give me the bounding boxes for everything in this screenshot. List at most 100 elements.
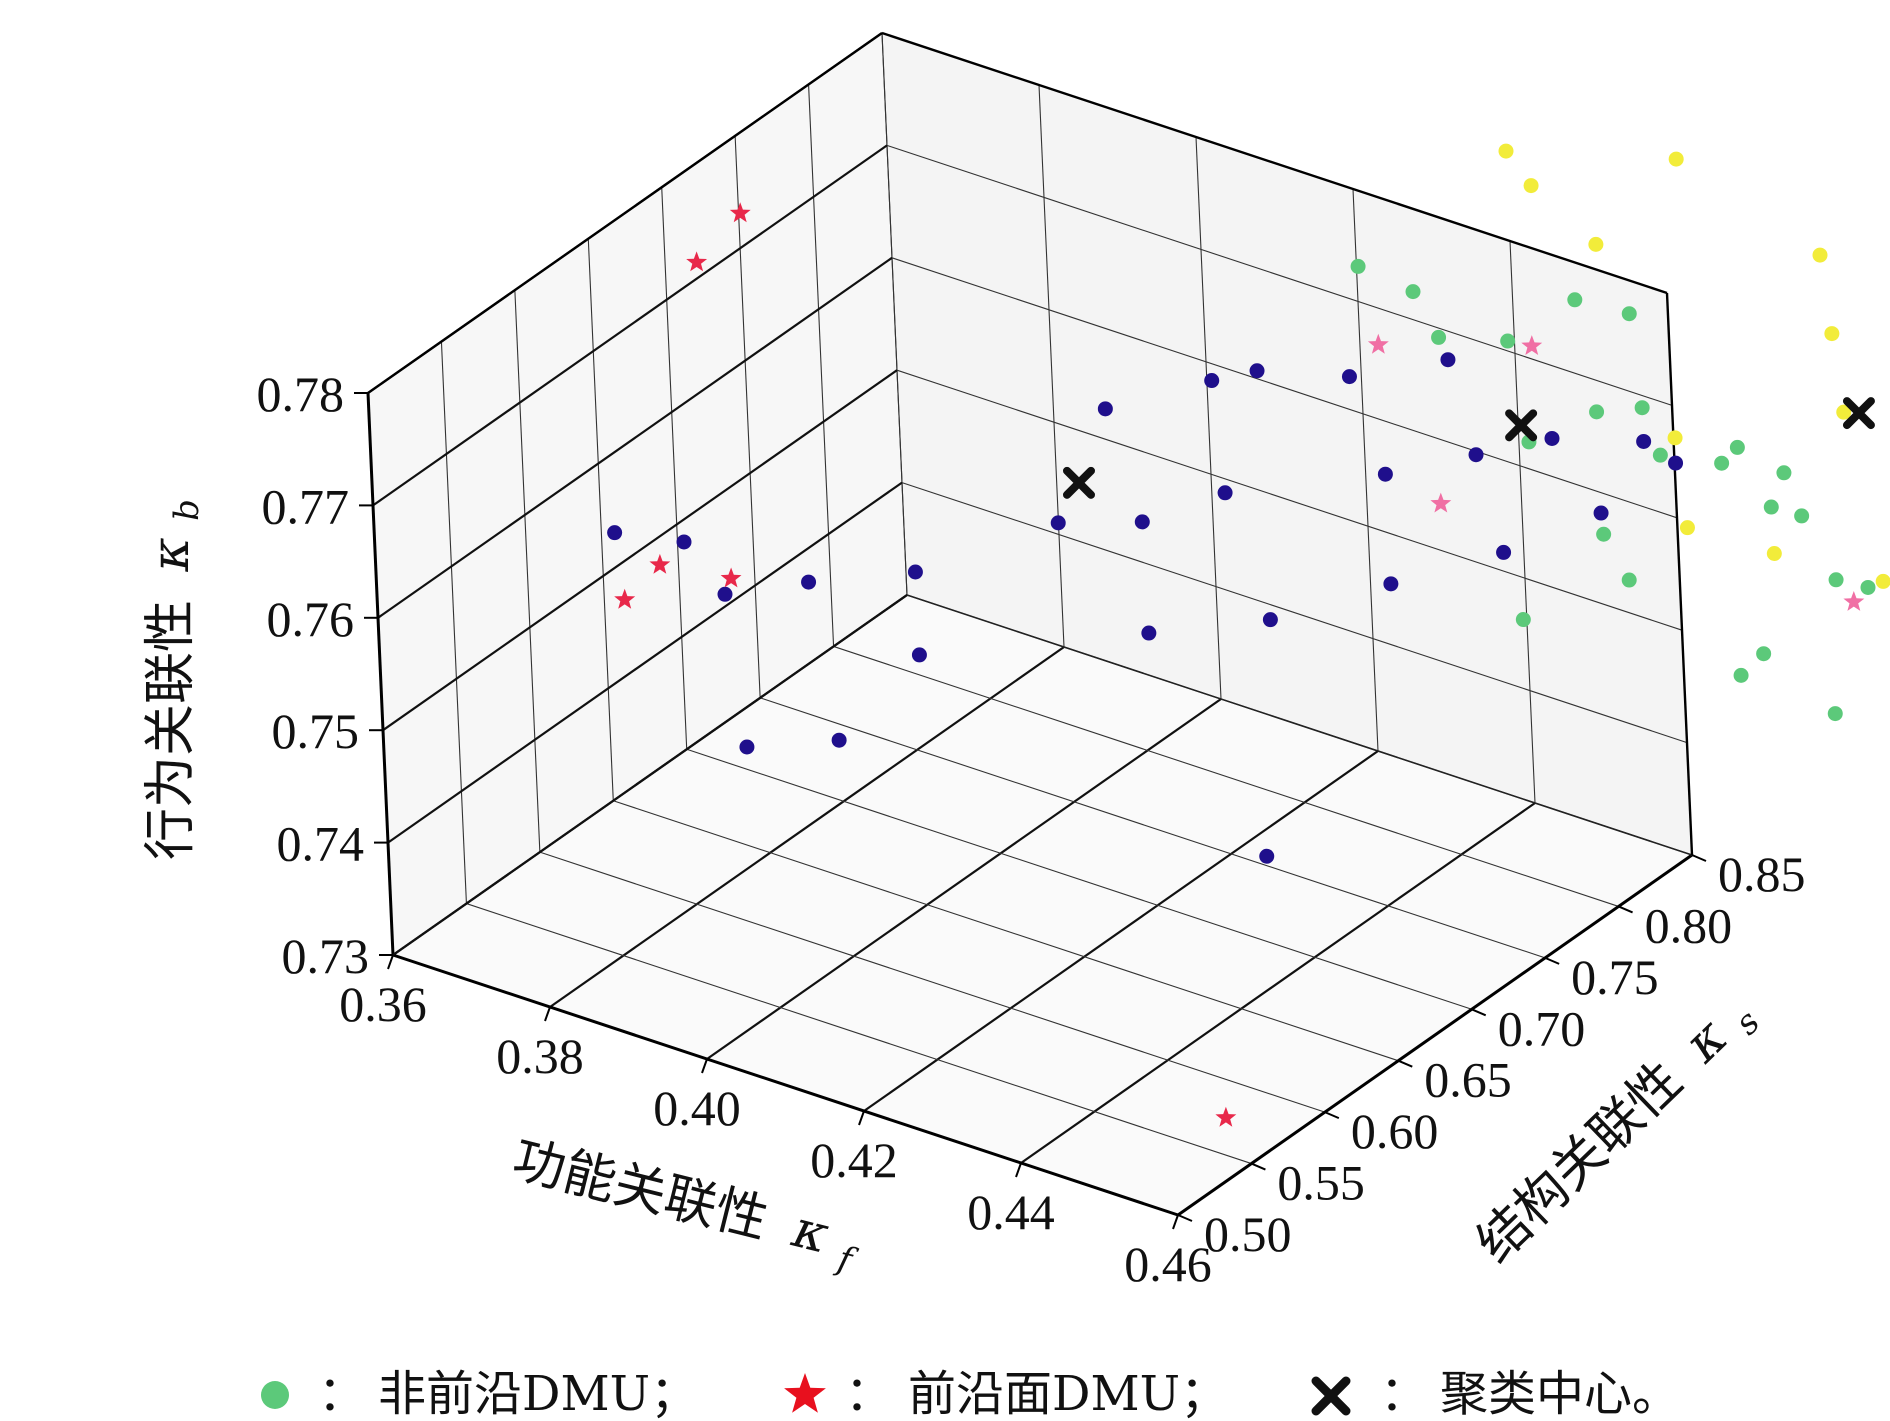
x-axis-subscript: f bbox=[831, 1238, 861, 1282]
x-tick-mark bbox=[701, 1058, 708, 1074]
data-point-star bbox=[729, 202, 751, 223]
left-wall-grid-line-z bbox=[387, 481, 903, 844]
legend: ： 非前沿DMU； ： 前沿面DMU； ： 聚类中心。 bbox=[261, 1366, 1680, 1421]
data-point-cluster-center bbox=[1063, 466, 1095, 499]
data-point bbox=[1621, 572, 1637, 588]
left-wall-grid-line-y bbox=[734, 135, 761, 698]
floor-grid-line-y bbox=[613, 800, 1399, 1062]
data-point bbox=[1500, 333, 1516, 349]
x-axis-edge bbox=[392, 953, 1179, 1217]
legend-label-non-frontier: 非前沿DMU； bbox=[378, 1366, 698, 1421]
back-wall-grid-line-x bbox=[1509, 240, 1536, 804]
data-point bbox=[1383, 576, 1399, 592]
data-point bbox=[1405, 284, 1421, 300]
data-point bbox=[1668, 455, 1684, 471]
data-point bbox=[1652, 447, 1668, 463]
data-point-star bbox=[1430, 492, 1452, 513]
floor-grid-line-x bbox=[1020, 802, 1536, 1164]
data-point bbox=[1097, 401, 1113, 417]
data-point bbox=[1763, 499, 1779, 515]
legend-black-x-icon bbox=[1311, 1376, 1351, 1416]
data-point-star bbox=[1367, 333, 1389, 354]
data-point bbox=[1050, 515, 1066, 531]
data-point bbox=[1468, 447, 1484, 463]
y-axis-edge bbox=[1177, 853, 1693, 1217]
data-point-star bbox=[649, 553, 671, 574]
data-point bbox=[1350, 258, 1366, 274]
data-point-star bbox=[1521, 335, 1543, 355]
floor-pane bbox=[393, 595, 1692, 1215]
data-point bbox=[1498, 143, 1514, 159]
data-point bbox=[1634, 400, 1650, 416]
left-wall-grid-line-z bbox=[377, 256, 893, 619]
data-point-star bbox=[614, 588, 636, 609]
z-tick-label: 0.73 bbox=[282, 928, 370, 984]
data-point bbox=[1141, 625, 1157, 641]
tick-labels: 0.36 0.38 0.40 0.42 0.44 0.460.500.550.600.65… bbox=[257, 366, 1806, 1292]
back-wall-grid-line-x bbox=[1195, 136, 1222, 700]
floor-grid-line-y bbox=[833, 645, 1619, 907]
y-tick-label: 0.80 bbox=[1645, 897, 1733, 953]
data-point bbox=[1341, 369, 1357, 385]
x-tick-mark bbox=[1015, 1162, 1022, 1178]
legend-red-star-icon bbox=[784, 1373, 826, 1413]
data-point bbox=[1217, 485, 1233, 501]
z-axis-edge bbox=[366, 392, 395, 956]
left-wall-grid-line-y bbox=[440, 341, 467, 904]
data-point bbox=[1567, 292, 1583, 308]
x-axis-label: 功能关联性 bbox=[507, 1129, 774, 1250]
data-point bbox=[831, 732, 847, 748]
legend-item-cluster-center: ： 聚类中心。 bbox=[1311, 1366, 1680, 1421]
floor-grid-line-x bbox=[706, 698, 1222, 1060]
z-tick-label: 0.76 bbox=[267, 591, 355, 647]
data-point bbox=[1729, 439, 1745, 455]
y-tick-label: 0.75 bbox=[1571, 949, 1659, 1005]
back-wall-pane bbox=[882, 33, 1692, 855]
data-point-star bbox=[1215, 1106, 1237, 1127]
left-wall-grid-line-y bbox=[514, 290, 541, 853]
data-point bbox=[1440, 352, 1456, 368]
data-point bbox=[1766, 545, 1782, 561]
left-wall-grid-line-y bbox=[808, 84, 835, 647]
data-point bbox=[1836, 404, 1852, 420]
data-point bbox=[1828, 572, 1844, 588]
y-tick-label: 0.70 bbox=[1498, 1000, 1586, 1056]
data-point bbox=[739, 739, 755, 755]
data-point bbox=[1262, 612, 1278, 628]
y-tick-mark bbox=[1397, 1059, 1413, 1068]
data-point-cluster-center bbox=[1505, 409, 1538, 442]
y-tick-mark bbox=[1324, 1111, 1340, 1120]
data-point bbox=[1249, 363, 1265, 379]
y-tick-mark bbox=[1471, 1008, 1487, 1017]
back-wall-grid-line-x bbox=[1038, 84, 1065, 648]
x-tick-mark bbox=[1172, 1214, 1179, 1230]
data-point bbox=[1794, 508, 1810, 524]
floor-grid-line-y bbox=[539, 851, 1326, 1113]
data-point bbox=[1668, 151, 1684, 167]
y-tick-label: 0.60 bbox=[1351, 1103, 1439, 1159]
data-point bbox=[1824, 326, 1840, 342]
x-tick-label: 0.38 bbox=[496, 1028, 584, 1084]
svg-text:行为关联性 κ b: 行为关联性 κ b bbox=[141, 499, 207, 860]
floor-grid-line-x bbox=[549, 646, 1065, 1008]
x-axis-symbol: κ bbox=[786, 1199, 835, 1266]
z-tick-label: 0.77 bbox=[262, 478, 350, 534]
y-tick-label: 0.50 bbox=[1204, 1206, 1292, 1262]
z-tick-label: 0.74 bbox=[277, 816, 365, 872]
data-point-star bbox=[720, 567, 742, 588]
data-point bbox=[1776, 465, 1792, 481]
data-point bbox=[1827, 706, 1843, 722]
floor-grid-line-y bbox=[466, 903, 1252, 1165]
data-point bbox=[717, 586, 733, 602]
z-tick-label: 0.75 bbox=[272, 703, 360, 759]
data-point bbox=[801, 574, 817, 590]
legend-sep-1: ： bbox=[318, 1366, 366, 1421]
data-point bbox=[1756, 646, 1772, 662]
data-point bbox=[1812, 247, 1828, 263]
data-point bbox=[1621, 306, 1637, 322]
y-axis-subscript: s bbox=[1727, 1002, 1767, 1043]
z-axis-symbol: κ bbox=[141, 537, 201, 572]
legend-label-frontier: 前沿面DMU； bbox=[908, 1366, 1228, 1421]
y-tick-label: 0.65 bbox=[1424, 1052, 1512, 1108]
legend-item-frontier: ： 前沿面DMU； bbox=[784, 1366, 1228, 1421]
